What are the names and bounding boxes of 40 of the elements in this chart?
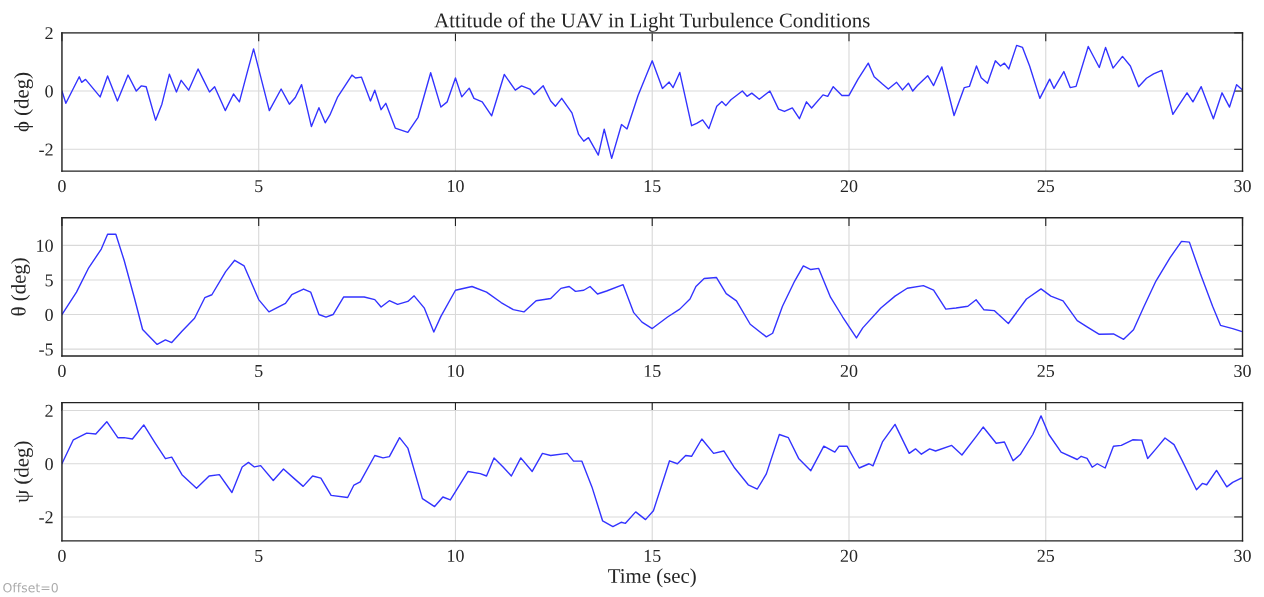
x-tick-label: 15	[644, 364, 661, 378]
x-tick-label: 0	[58, 364, 66, 378]
x-tick-label: 5	[255, 549, 263, 562]
x-tick-label: 30	[1234, 549, 1251, 562]
x-tick-label: 10	[448, 549, 464, 562]
y-tick-label: 0	[45, 308, 53, 321]
x-tick-label: 5	[255, 180, 263, 193]
x-tick-label: 10	[448, 364, 464, 378]
x-tick-label: 0	[58, 549, 66, 562]
y-axis-title: ψ (deg)	[14, 441, 34, 503]
x-axis-title: Time (sec)	[608, 568, 696, 588]
chart-title: Attitude of the UAV in Light Turbulence Conditions	[434, 12, 870, 32]
line-series	[61, 44, 1243, 160]
y-tick-label: -5	[39, 343, 53, 356]
x-tick-label: 30	[1234, 364, 1251, 378]
x-tick-label: 25	[1037, 180, 1055, 193]
y-tick-label: 2	[45, 27, 53, 40]
x-tick-label: 30	[1234, 180, 1251, 193]
x-tick-label: 20	[840, 180, 858, 193]
y-axis-title: θ (deg)	[10, 258, 30, 316]
y-tick-label: 0	[45, 458, 53, 471]
y-tick-label: -2	[39, 511, 53, 524]
x-tick-label: 25	[1037, 364, 1055, 378]
x-tick-label: 10	[448, 180, 464, 193]
text: Offset=0	[3, 582, 58, 593]
x-tick-label: 15	[644, 180, 661, 193]
y-tick-label: 10	[37, 239, 53, 252]
y-tick-label: 2	[45, 404, 53, 417]
x-tick-label: 25	[1037, 549, 1055, 562]
y-tick-label: 0	[45, 85, 53, 98]
x-tick-label: 0	[58, 180, 66, 193]
x-tick-label: 20	[840, 549, 858, 562]
line-series	[61, 415, 1243, 528]
y-axis-title: ϕ (deg)	[14, 72, 34, 132]
x-tick-label: 20	[840, 364, 858, 378]
line-series	[61, 233, 1243, 346]
y-tick-label: -2	[39, 143, 53, 156]
x-tick-label: 5	[255, 365, 263, 378]
y-tick-label: 5	[45, 274, 53, 287]
x-tick-label: 15	[644, 549, 661, 562]
